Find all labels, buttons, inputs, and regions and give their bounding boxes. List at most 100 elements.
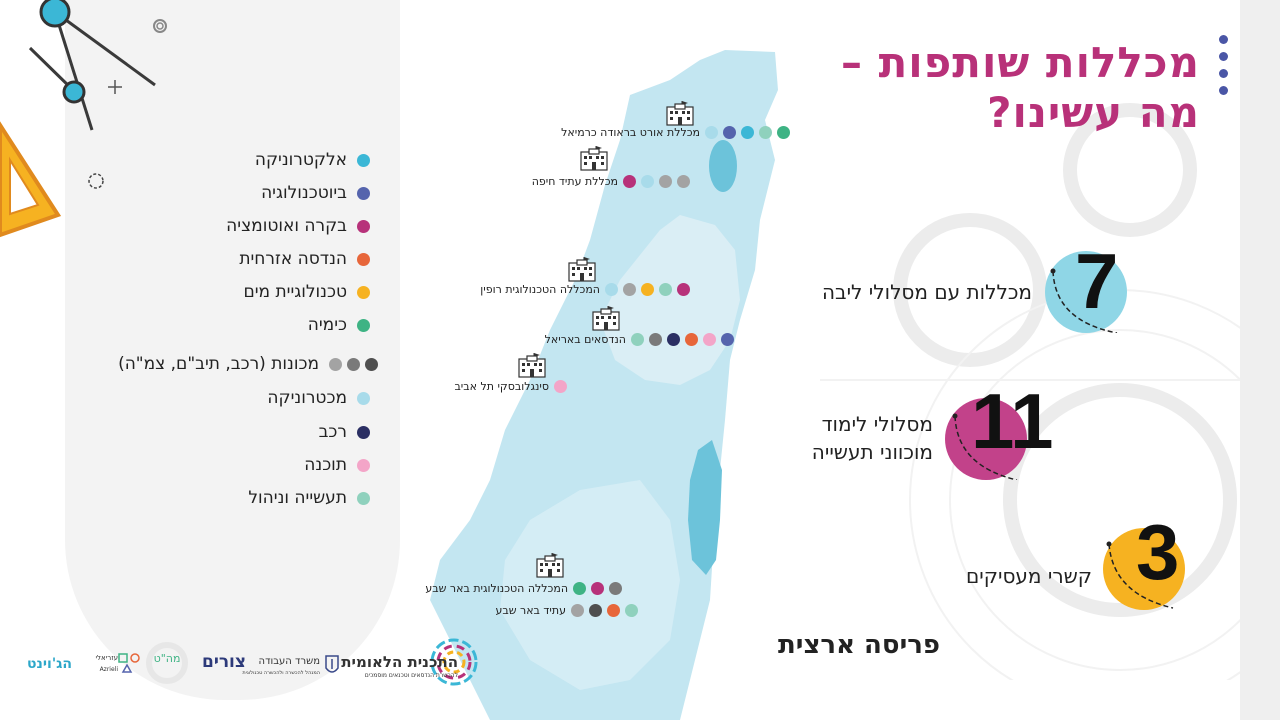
- sponsor-logos: התכנית הלאומית להכשרת הנדסאים וטכנאים מו…: [0, 632, 480, 692]
- program-dot: [589, 604, 602, 617]
- legend-item: תוכנה: [304, 450, 370, 480]
- college-building-icon: [664, 100, 696, 130]
- program-dot: [641, 175, 654, 188]
- legend-label: תעשייה וניהול: [248, 488, 347, 508]
- program-dot: [571, 604, 584, 617]
- ministry-logo-title: משרד העבודה: [258, 656, 320, 667]
- program-dot: [685, 333, 698, 346]
- program-dot: [659, 283, 672, 296]
- legend-item: מכונות (רכב, תיב"ם, צמ"ה): [118, 349, 378, 379]
- legend-item: כימיה: [308, 310, 370, 340]
- dashed-arc-icon: [1106, 541, 1174, 609]
- college-marker: מכללת אורט בראודה כרמיאל: [555, 126, 790, 139]
- ministry-logo-subtitle: המנהל להכשרה ולהכשרה טכנולוגית: [242, 670, 320, 676]
- program-dot: [703, 333, 716, 346]
- college-building-icon: [566, 256, 598, 286]
- legend-item: בקרה ואוטומציה: [226, 211, 370, 241]
- program-dot: [607, 604, 620, 617]
- tzurim-logo: צורים: [201, 652, 246, 672]
- program-dot: [605, 283, 618, 296]
- legend-label: מכטרוניקה: [267, 388, 347, 408]
- page-title-line1: מכללות שותפות –: [840, 38, 1200, 87]
- program-dot: [667, 333, 680, 346]
- program-dot: [631, 333, 644, 346]
- stat-number: 11: [971, 377, 1054, 465]
- program-dot: [723, 126, 736, 139]
- stat-circle: [1103, 528, 1185, 610]
- legend-dot: [357, 491, 370, 505]
- legend-label: תוכנה: [304, 455, 347, 475]
- stat-label: מסלולי לימוד מוכווני תעשייה: [812, 410, 933, 466]
- legend-item: רכב: [319, 417, 370, 447]
- legend-item: מכטרוניקה: [267, 383, 370, 413]
- drafting-tools-icon: [0, 0, 167, 238]
- program-dot: [623, 283, 636, 296]
- legend-label: רכב: [318, 422, 347, 442]
- program-dot: [591, 582, 604, 595]
- legend-label: מכונות (רכב, תיב"ם, צמ"ה): [118, 354, 319, 374]
- legend-dot: [329, 357, 342, 371]
- program-dot: [609, 582, 622, 595]
- stat-label-line1: מסלולי לימוד: [821, 412, 933, 436]
- legend-label: ביוטכנולוגיה: [261, 183, 347, 203]
- college-marker: מכללת עתיד חיפה: [526, 175, 690, 188]
- program-dot: [677, 283, 690, 296]
- legend-dot: [357, 219, 370, 233]
- program-dot: [677, 175, 690, 188]
- legend-dot: [357, 186, 370, 200]
- program-dot: [625, 604, 638, 617]
- legend-dot: [357, 458, 370, 472]
- college-building-icon: [516, 352, 548, 382]
- azrieli-logo-icon: [118, 653, 140, 673]
- legend-dot: [347, 357, 360, 371]
- legend-dot: [357, 285, 370, 299]
- stat-number: 7: [1075, 237, 1119, 325]
- program-dot: [649, 333, 662, 346]
- college-name: עתיד באר שבע: [495, 604, 566, 617]
- college-name: סינגלובסקי תל אביב: [454, 380, 549, 393]
- legend-label: בקרה ואוטומציה: [226, 216, 347, 236]
- stat-core-colleges: 7 מכללות עם מסלולי ליבה: [780, 230, 1140, 340]
- legend-dot: [357, 391, 370, 405]
- college-marker: המכללה הטכנולוגית רופין: [474, 283, 690, 296]
- program-dot: [573, 582, 586, 595]
- national-plan-logo-icon: [430, 638, 478, 686]
- stat-employer-links: 3 קשרי מעסיקים: [930, 510, 1210, 620]
- legend-item: אלקטרוניקה: [255, 145, 370, 175]
- legend-dot: [365, 357, 378, 371]
- stat-study-tracks: 11 מסלולי לימוד מוכווני תעשייה: [775, 380, 1135, 490]
- college-name: מכללת אורט בראודה כרמיאל: [561, 126, 700, 139]
- stat-label-line2: מוכווני תעשייה: [811, 440, 933, 464]
- program-dot: [554, 380, 567, 393]
- legend-dot: [357, 252, 370, 266]
- azrieli-logo: עזריאלי: [95, 654, 118, 662]
- college-name: המכללה הטכנולוגית באר שבע: [425, 582, 568, 595]
- legend-dot: [357, 318, 370, 332]
- college-marker: סינגלובסקי תל אביב: [448, 380, 567, 393]
- program-dot: [705, 126, 718, 139]
- legend-item: טכנולוגיית מים: [243, 277, 370, 307]
- legend-label: אלקטרוניקה: [254, 150, 347, 170]
- college-name: מכללת עתיד חיפה: [531, 175, 618, 188]
- stat-circle: [945, 398, 1027, 480]
- stat-label: מכללות עם מסלולי ליבה: [821, 280, 1032, 304]
- college-building-icon: [578, 145, 610, 175]
- college-name: המכללה הטכנולוגית רופין: [480, 283, 600, 296]
- legend-item: הנדסה אזרחית: [239, 244, 370, 274]
- joint-logo: הג'וינט: [27, 656, 72, 672]
- menu-dots-icon: [1219, 35, 1229, 103]
- azrieli-logo-english: Azrieli: [99, 666, 118, 673]
- right-edge-strip: [1240, 0, 1280, 720]
- legend-panel: [65, 0, 400, 700]
- program-dot: [659, 175, 672, 188]
- legend-item: תעשייה וניהול: [248, 483, 370, 513]
- stat-number: 3: [1136, 508, 1180, 596]
- national-plan-logo-title: התכנית הלאומית: [341, 653, 458, 671]
- legend-label: הנדסה אזרחית: [239, 249, 347, 269]
- matash-logo: מה"ט: [153, 652, 181, 665]
- stat-label: קשרי מעסיקים: [966, 564, 1092, 588]
- college-marker: הנדסאים באריאל: [539, 333, 734, 346]
- page-title: מכללות שותפות – מה עשינו?: [680, 38, 1200, 138]
- matash-logo-icon: [146, 642, 188, 684]
